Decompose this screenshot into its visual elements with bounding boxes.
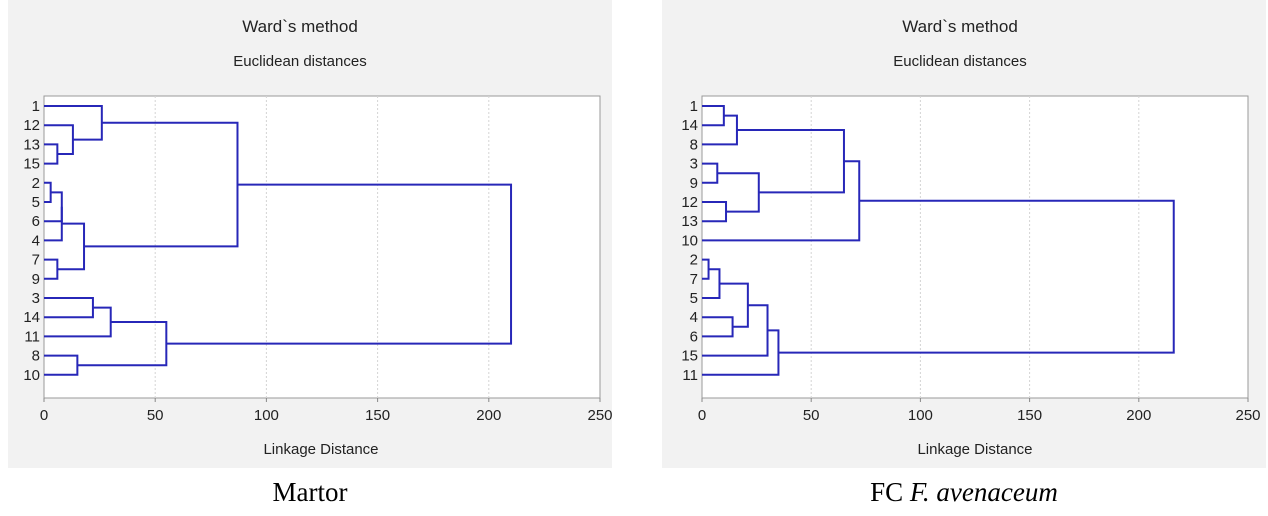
leaf-label: 5	[32, 194, 40, 211]
x-tick-label: 100	[254, 407, 279, 424]
leaf-label: 10	[681, 232, 698, 249]
dendrogram-panel-martor: Ward`s method Euclidean distances 1 12 13 1…	[8, 0, 612, 468]
leaf-label: 12	[23, 117, 40, 134]
leaf-label: 14	[23, 309, 40, 326]
leaf-label: 8	[690, 136, 698, 153]
leaf-label: 4	[32, 232, 40, 249]
caption-species: F. avenaceum	[909, 477, 1058, 507]
leaf-label: 7	[32, 252, 40, 269]
leaf-labels: 1 12 13 15 2 5 6 4 7 9 3 14 11 8 10	[23, 98, 40, 384]
leaf-label: 6	[690, 328, 698, 345]
x-tick-label: 200	[476, 407, 501, 424]
leaf-label: 9	[690, 175, 698, 192]
leaf-label: 4	[690, 309, 698, 326]
dendrogram-link	[702, 201, 728, 223]
dendrogram-chart-martor: Ward`s method Euclidean distances 112131…	[23, 17, 612, 458]
dendrogram-chart-fc: Ward`s method Euclidean distances 114839…	[681, 17, 1261, 458]
x-axis-ticks: 0 50 100 150 200 250	[40, 398, 612, 424]
chart-title: Ward`s method	[242, 17, 358, 36]
chart-subtitle: Euclidean distances	[893, 53, 1026, 70]
caption-prefix: FC	[870, 477, 904, 507]
leaf-label: 11	[24, 328, 40, 345]
leaf-label: 14	[681, 117, 698, 134]
leaf-label: 1	[32, 98, 40, 115]
caption-martor: Martor	[8, 472, 612, 512]
x-tick-label: 150	[1017, 407, 1042, 424]
dendrogram-links	[702, 105, 1175, 376]
caption-text: Martor	[272, 477, 348, 507]
dendrogram-link	[702, 316, 734, 338]
leaf-label: 13	[23, 136, 40, 153]
leaf-label: 1	[690, 98, 698, 115]
leaf-label: 9	[32, 271, 40, 288]
dendrogram-link	[702, 268, 721, 299]
leaf-label: 15	[23, 156, 40, 173]
leaf-label: 7	[690, 271, 698, 288]
leaf-label: 12	[681, 194, 698, 211]
leaf-labels: 1 14 8 3 9 12 13 10 2 7 5 4 6 15 11	[681, 98, 698, 384]
x-axis-label: Linkage Distance	[263, 441, 378, 458]
x-tick-label: 50	[147, 407, 164, 424]
leaf-label: 11	[682, 367, 698, 384]
leaf-label: 5	[690, 290, 698, 307]
leaf-label: 2	[32, 175, 40, 192]
plot-area	[701, 95, 1249, 399]
dendrogram-link	[778, 199, 1175, 354]
x-tick-label: 0	[40, 407, 48, 424]
x-tick-label: 200	[1126, 407, 1151, 424]
x-tick-label: 0	[698, 407, 706, 424]
x-tick-label: 150	[365, 407, 390, 424]
x-axis-label: Linkage Distance	[917, 441, 1032, 458]
dendrogram-panel-fc: Ward`s method Euclidean distances 1 14 8 3 9…	[662, 0, 1266, 468]
dendrogram-link	[702, 160, 861, 242]
leaf-label: 10	[23, 367, 40, 384]
x-tick-label: 250	[587, 407, 612, 424]
chart-title: Ward`s method	[902, 17, 1018, 36]
x-tick-label: 50	[803, 407, 820, 424]
dendrogram-link	[166, 183, 513, 345]
leaf-label: 6	[32, 213, 40, 230]
dendrogram-link	[702, 114, 738, 146]
dendrogram-link	[44, 206, 63, 242]
leaf-label: 13	[681, 213, 698, 230]
x-tick-label: 100	[908, 407, 933, 424]
x-axis-ticks: 0 50 100 150 200 250	[698, 398, 1261, 424]
dendrogram-links	[44, 105, 513, 376]
leaf-label: 3	[32, 290, 40, 307]
chart-subtitle: Euclidean distances	[233, 53, 366, 70]
x-tick-label: 250	[1235, 407, 1260, 424]
caption-fc-avenaceum: FC F. avenaceum	[662, 472, 1266, 512]
leaf-label: 15	[681, 348, 698, 365]
leaf-label: 3	[690, 156, 698, 173]
leaf-label: 2	[690, 252, 698, 269]
leaf-label: 8	[32, 348, 40, 365]
